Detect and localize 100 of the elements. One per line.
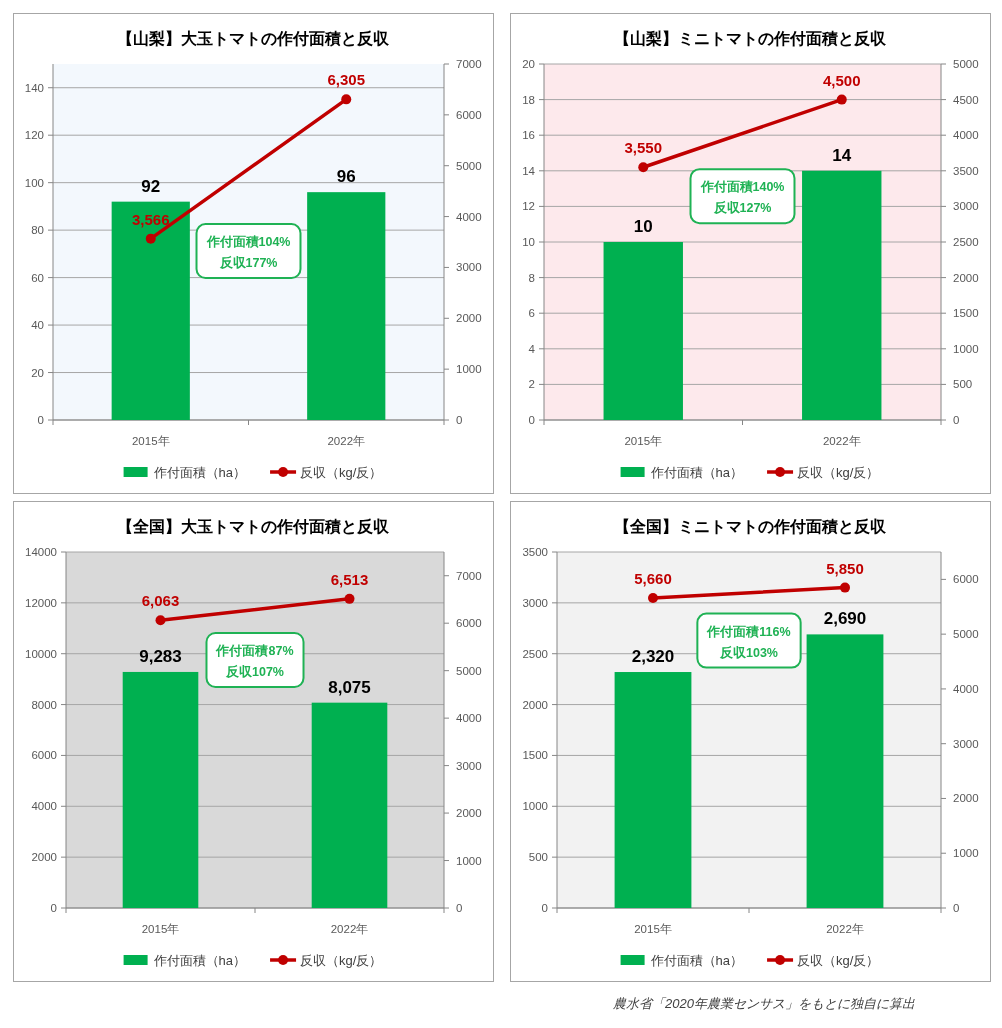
y-tick-label: 10: [522, 236, 535, 248]
y2-tick-label: 4000: [953, 129, 979, 142]
annotation: 反収177%: [218, 255, 278, 271]
legend-label: 作付面積（ha）: [152, 465, 247, 480]
y2-tick-label: 5000: [953, 58, 979, 70]
y2-tick-label: 3000: [456, 261, 482, 274]
chart-title: 【山梨】ミニトマトの作付面積と反収: [614, 30, 887, 47]
annotation: 作付面積104%: [205, 235, 291, 250]
y2-tick-label: 1000: [953, 342, 979, 355]
y-tick-label: 140: [24, 81, 44, 94]
y-tick-label: 8000: [31, 698, 57, 711]
y-tick-label: 4000: [31, 800, 57, 813]
annotation: 作付面積140%: [699, 180, 785, 195]
x-tick-label: 2022年: [826, 923, 864, 935]
y2-tick-label: 3500: [953, 164, 979, 177]
x-tick-label: 2015年: [624, 435, 663, 447]
y-tick-label: 2000: [522, 698, 548, 711]
y-tick-label: 1000: [522, 800, 548, 813]
y2-tick-label: 2000: [953, 271, 979, 284]
annotation: 反収107%: [225, 664, 284, 680]
data-label: 10: [633, 217, 653, 236]
data-label: 14: [832, 145, 852, 165]
y-tick-label: 3000: [522, 596, 548, 609]
y2-tick-label: 5000: [456, 664, 482, 677]
y2-tick-label: 1500: [953, 307, 979, 320]
data-label: 2,320: [631, 647, 675, 667]
x-tick-label: 2015年: [634, 923, 672, 935]
y2-tick-label: 6000: [953, 573, 979, 586]
data-label: 4,500: [822, 71, 861, 89]
y-tick-label: 0: [528, 414, 535, 426]
legend-label: 反収（kg/反）: [797, 465, 880, 480]
text: 農水省「2020年農業センサス」をもとに独自に算出: [613, 996, 915, 1011]
y-tick-label: 1500: [522, 749, 548, 762]
x-tick-label: 2022年: [327, 435, 366, 447]
chart-title: 【全国】ミニトマトの作付面積と反収: [614, 518, 887, 535]
y2-tick-label: 2000: [456, 807, 482, 820]
chart-title: 【全国】大玉トマトの作付面積と反収: [117, 518, 390, 535]
x-tick-label: 2022年: [330, 923, 369, 935]
y2-tick-label: 1000: [456, 363, 482, 376]
y2-tick-label: 4000: [456, 210, 482, 223]
y2-tick-label: 7000: [456, 58, 482, 70]
y-tick-label: 100: [24, 176, 44, 189]
annotation: 反収127%: [712, 200, 772, 216]
y-tick-label: 40: [31, 319, 44, 332]
data-label: 6,063: [141, 592, 180, 610]
y-tick-label: 2000: [31, 851, 57, 864]
data-label: 6,305: [327, 71, 366, 89]
legend-label: 反収（kg/反）: [300, 465, 383, 480]
chart-title: 【山梨】大玉トマトの作付面積と反収: [117, 30, 390, 47]
y-tick-label: 2: [528, 378, 535, 391]
y-tick-label: 4: [528, 342, 536, 355]
y-tick-label: 6: [528, 307, 535, 320]
x-tick-label: 2015年: [141, 923, 180, 935]
y2-tick-label: 2000: [456, 312, 482, 325]
legend-label: 作付面積（ha）: [649, 953, 744, 968]
y2-tick-label: 2000: [953, 792, 979, 805]
y-tick-label: 20: [522, 58, 535, 70]
y2-tick-label: 6000: [456, 617, 482, 630]
y-tick-label: 80: [31, 224, 44, 237]
data-label: 92: [141, 176, 161, 196]
annotation: 作付面積116%: [706, 624, 791, 639]
y2-tick-label: 0: [953, 902, 960, 914]
legend-label: 作付面積（ha）: [649, 465, 744, 480]
y2-tick-label: 0: [456, 902, 463, 914]
y2-tick-label: 3000: [456, 759, 482, 772]
data-label: 8,075: [328, 677, 371, 697]
y-tick-label: 6000: [31, 749, 57, 762]
y-tick-label: 14000: [25, 546, 57, 558]
y-tick-label: 20: [31, 366, 44, 379]
legend-label: 反収（kg/反）: [300, 953, 383, 968]
x-tick-label: 2022年: [822, 435, 861, 447]
y2-tick-label: 3000: [953, 200, 979, 213]
y2-tick-label: 0: [456, 414, 463, 426]
y-tick-label: 16: [522, 129, 535, 142]
y-tick-label: 12: [522, 200, 535, 213]
y2-tick-label: 5000: [953, 628, 979, 641]
annotation: 作付面積87%: [215, 644, 294, 659]
y-tick-label: 2500: [522, 647, 548, 660]
data-label: 5,850: [826, 559, 864, 577]
data-label: 3,550: [624, 139, 663, 157]
data-label: 6,513: [330, 570, 369, 588]
y2-tick-label: 500: [953, 378, 973, 391]
y-tick-label: 3500: [522, 546, 548, 558]
y2-tick-label: 4000: [953, 682, 979, 695]
y-tick-label: 14: [522, 164, 536, 177]
x-tick-label: 2015年: [131, 435, 170, 447]
y2-tick-label: 4000: [456, 712, 482, 725]
data-label: 2,690: [823, 609, 867, 629]
y2-tick-label: 5000: [456, 159, 482, 172]
data-label: 96: [336, 167, 356, 187]
y-tick-label: 120: [24, 129, 44, 142]
y2-tick-label: 7000: [456, 569, 482, 582]
y-tick-label: 8: [528, 271, 535, 284]
y-tick-label: 0: [541, 902, 548, 914]
legend-label: 反収（kg/反）: [797, 953, 880, 968]
annotation: 反収103%: [719, 644, 778, 660]
y-tick-label: 10000: [25, 647, 57, 660]
y-tick-label: 12000: [25, 596, 57, 609]
y2-tick-label: 1000: [953, 847, 979, 860]
y2-tick-label: 1000: [456, 854, 482, 867]
